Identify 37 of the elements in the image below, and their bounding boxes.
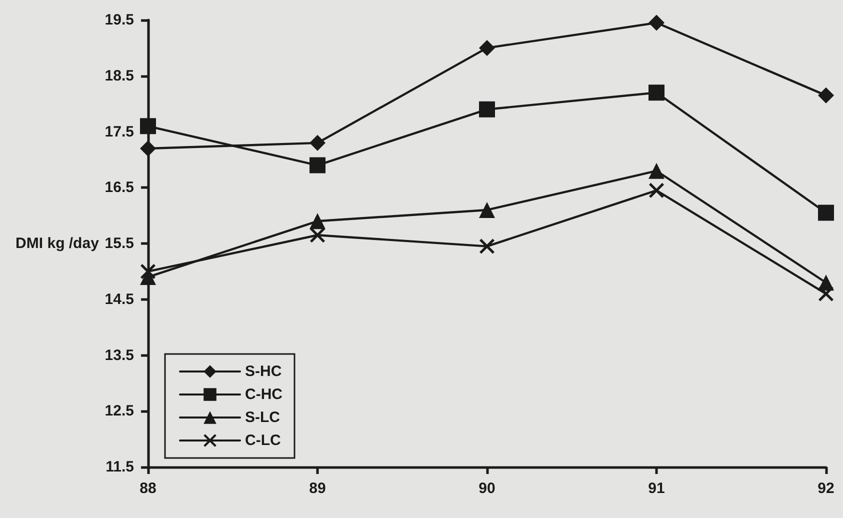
y-tick-label: 14.5 [104, 290, 134, 308]
point [140, 264, 156, 279]
x-tick-label: 91 [648, 480, 665, 497]
point [480, 238, 494, 254]
point [648, 14, 664, 31]
point [310, 134, 326, 151]
point [818, 204, 834, 221]
x-tick-label: 88 [140, 480, 156, 497]
y-tick-label: 17.5 [104, 123, 134, 140]
point [648, 162, 664, 179]
y-axis-title: DMI kg /day [16, 235, 100, 252]
y-tick-label: 16.5 [104, 179, 134, 196]
x-tick-label: 89 [309, 480, 326, 497]
x-tick-label: 90 [478, 480, 496, 497]
point [140, 118, 156, 134]
x-tick-label: 92 [818, 480, 834, 497]
point [648, 84, 664, 101]
point [479, 40, 495, 56]
legend-label: C-HC [245, 386, 283, 403]
y-tick-label: 11.5 [106, 458, 134, 476]
y-tick-label: 13.5 [104, 346, 134, 364]
point [310, 228, 325, 243]
point [818, 286, 834, 302]
y-tick-label: 15.5 [104, 235, 134, 252]
point [818, 87, 834, 104]
point [310, 213, 326, 230]
y-tick-label: 19.5 [104, 12, 134, 28]
legend-label: S-HC [245, 363, 282, 380]
point [649, 182, 664, 198]
point [479, 202, 495, 218]
point [479, 101, 495, 118]
legend-label: S-LC [245, 409, 280, 426]
y-tick-label: 12.5 [104, 402, 134, 420]
point [140, 140, 156, 157]
y-tick-label: 18.5 [104, 67, 134, 84]
point [310, 157, 326, 174]
legend-label: C-LC [245, 432, 281, 449]
